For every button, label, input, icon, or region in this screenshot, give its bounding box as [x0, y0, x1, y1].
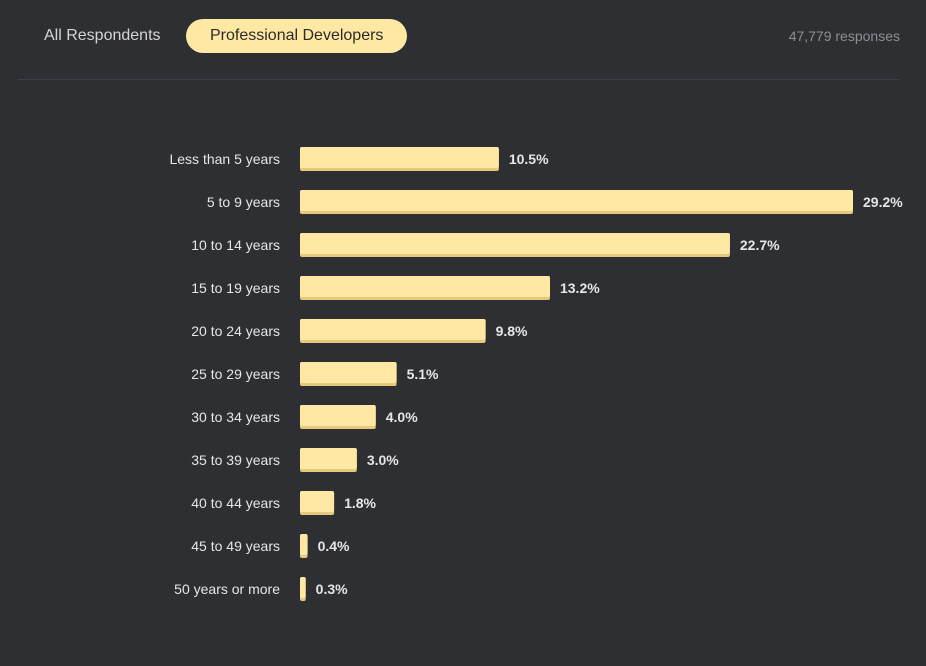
filter-tabs-bar: All Respondents Professional Developers …	[18, 0, 900, 80]
tab-all-respondents[interactable]: All Respondents	[44, 27, 161, 44]
category-label: 30 to 34 years	[191, 409, 280, 425]
value-label: 1.8%	[344, 495, 376, 511]
value-label: 5.1%	[407, 366, 439, 382]
category-label: 15 to 19 years	[191, 280, 280, 296]
bar[interactable]	[300, 362, 397, 383]
value-label: 13.2%	[560, 280, 600, 296]
bar[interactable]	[300, 405, 376, 426]
category-label: 10 to 14 years	[191, 237, 280, 253]
value-label: 9.8%	[496, 323, 528, 339]
category-label: 50 years or more	[174, 581, 280, 597]
category-label: 20 to 24 years	[191, 323, 280, 339]
bar[interactable]	[300, 276, 550, 297]
tab-professional-developers[interactable]: Professional Developers	[186, 19, 408, 53]
category-label: 35 to 39 years	[191, 452, 280, 468]
value-label: 3.0%	[367, 452, 399, 468]
value-label: 22.7%	[740, 237, 780, 253]
category-label: 45 to 49 years	[191, 538, 280, 554]
category-label: 5 to 9 years	[207, 194, 280, 210]
bar[interactable]	[300, 448, 357, 469]
category-label: Less than 5 years	[169, 151, 280, 167]
bar[interactable]	[300, 190, 853, 211]
bar[interactable]	[300, 147, 499, 168]
value-label: 29.2%	[863, 194, 903, 210]
value-label: 4.0%	[386, 409, 418, 425]
bar[interactable]	[300, 319, 486, 340]
bar[interactable]	[300, 577, 306, 598]
responses-count: 47,779 responses	[788, 28, 900, 44]
value-label: 0.4%	[318, 538, 350, 554]
value-label: 10.5%	[509, 151, 549, 167]
value-label: 0.3%	[316, 581, 348, 597]
category-label: 25 to 29 years	[191, 366, 280, 382]
bar[interactable]	[300, 534, 308, 555]
category-label: 40 to 44 years	[191, 495, 280, 511]
bar[interactable]	[300, 233, 730, 254]
bar[interactable]	[300, 491, 335, 512]
